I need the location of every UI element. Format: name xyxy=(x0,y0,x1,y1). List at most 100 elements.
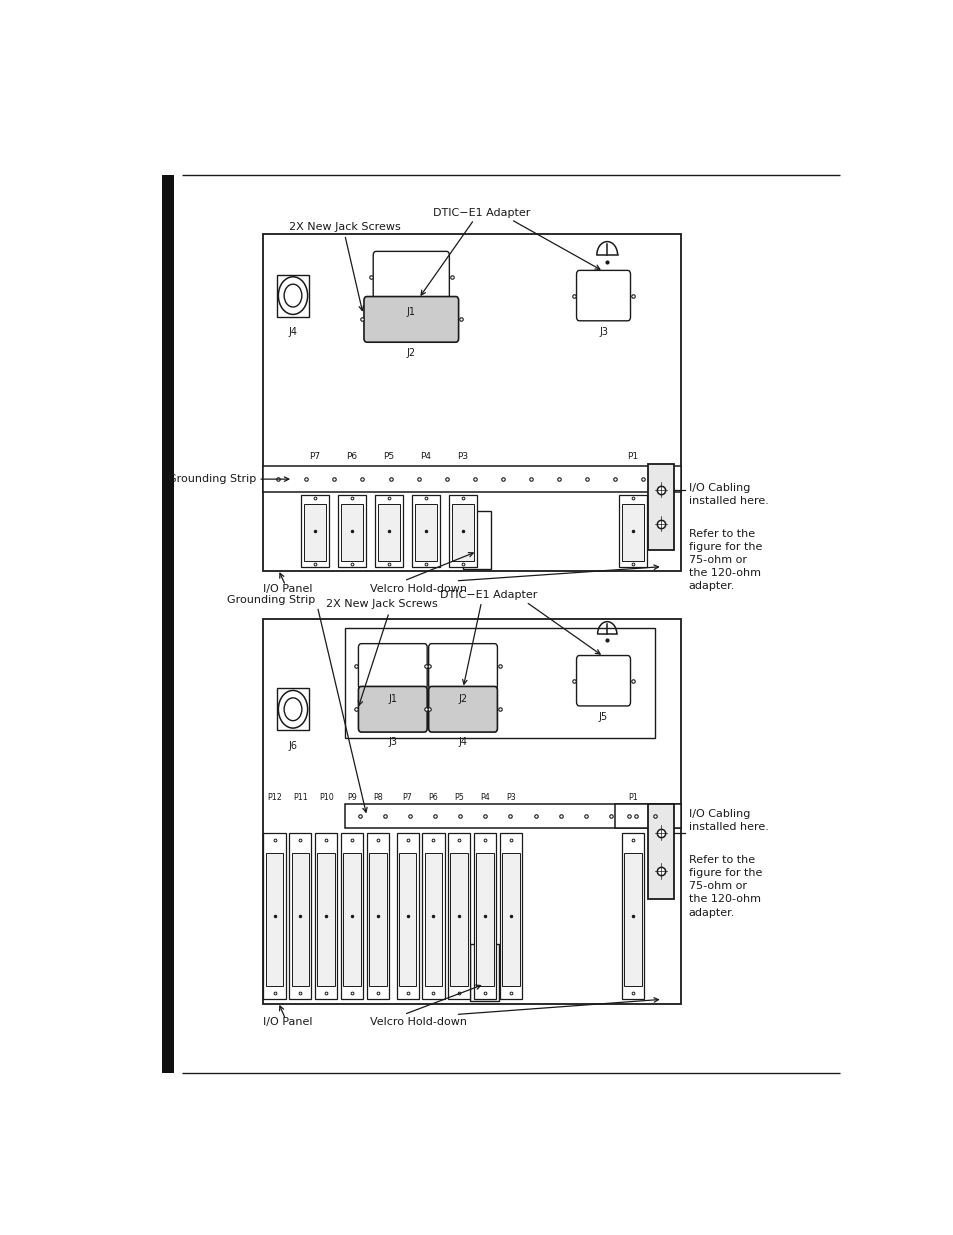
Text: I/O Cabling
installed here.: I/O Cabling installed here. xyxy=(688,809,767,832)
Bar xyxy=(499,832,521,999)
Text: P3: P3 xyxy=(506,793,516,802)
Bar xyxy=(304,504,326,561)
FancyBboxPatch shape xyxy=(373,252,449,301)
Circle shape xyxy=(278,690,307,729)
FancyBboxPatch shape xyxy=(576,656,630,706)
Bar xyxy=(263,619,680,1004)
Text: P12: P12 xyxy=(267,793,282,802)
Text: P1: P1 xyxy=(628,793,638,802)
Text: J2: J2 xyxy=(406,348,416,358)
Bar xyxy=(263,466,680,493)
Text: J5: J5 xyxy=(598,711,607,721)
Bar xyxy=(614,804,680,829)
Bar xyxy=(647,464,673,550)
Text: P7: P7 xyxy=(310,452,320,461)
FancyBboxPatch shape xyxy=(364,296,458,342)
Text: P9: P9 xyxy=(347,793,356,802)
Text: J4: J4 xyxy=(458,737,467,747)
Circle shape xyxy=(284,284,301,308)
Bar xyxy=(618,495,646,567)
Text: Grounding Strip: Grounding Strip xyxy=(227,595,314,605)
Text: P4: P4 xyxy=(480,793,490,802)
Bar xyxy=(422,832,444,999)
Text: P7: P7 xyxy=(402,793,412,802)
Text: P5: P5 xyxy=(383,452,395,461)
Bar xyxy=(344,804,680,829)
Bar xyxy=(448,832,470,999)
Bar xyxy=(412,495,439,567)
Bar xyxy=(263,233,680,572)
Bar xyxy=(343,853,360,986)
Text: J2: J2 xyxy=(458,694,467,704)
Bar xyxy=(301,495,329,567)
Bar xyxy=(337,495,366,567)
Bar xyxy=(647,804,673,899)
Text: Refer to the
figure for the
75-ohm or
the 120-ohm
adapter.: Refer to the figure for the 75-ohm or th… xyxy=(688,855,761,918)
Bar xyxy=(341,832,363,999)
Bar xyxy=(424,853,442,986)
Text: P5: P5 xyxy=(454,793,464,802)
Bar xyxy=(263,832,285,999)
Bar xyxy=(398,853,416,986)
Text: J6: J6 xyxy=(288,741,297,751)
Bar xyxy=(470,944,498,1002)
Bar xyxy=(276,688,309,730)
Text: Grounding Strip: Grounding Strip xyxy=(168,474,255,484)
Bar xyxy=(375,495,403,567)
Text: P6: P6 xyxy=(346,452,357,461)
Bar xyxy=(452,504,474,561)
Bar xyxy=(501,853,519,986)
Bar xyxy=(621,832,643,999)
Bar xyxy=(621,504,643,561)
Text: P6: P6 xyxy=(428,793,437,802)
Bar xyxy=(415,504,436,561)
Text: P11: P11 xyxy=(293,793,308,802)
Circle shape xyxy=(278,277,307,315)
Bar xyxy=(367,832,389,999)
Bar xyxy=(344,629,655,737)
Text: 2X New Jack Screws: 2X New Jack Screws xyxy=(289,222,400,232)
Bar xyxy=(396,832,418,999)
Bar xyxy=(314,832,337,999)
Bar xyxy=(276,274,309,316)
Text: J4: J4 xyxy=(288,327,297,337)
FancyBboxPatch shape xyxy=(358,643,427,689)
Bar xyxy=(449,495,476,567)
Text: P10: P10 xyxy=(318,793,334,802)
Text: P1: P1 xyxy=(627,452,638,461)
Text: DTIC−E1 Adapter: DTIC−E1 Adapter xyxy=(433,207,530,217)
Text: I/O Cabling
installed here.: I/O Cabling installed here. xyxy=(688,483,767,506)
Bar xyxy=(623,853,641,986)
FancyBboxPatch shape xyxy=(428,687,497,732)
Text: Refer to the
figure for the
75-ohm or
the 120-ohm
adapter.: Refer to the figure for the 75-ohm or th… xyxy=(688,529,761,592)
Text: J1: J1 xyxy=(406,308,416,317)
Bar xyxy=(317,853,335,986)
Text: DTIC−E1 Adapter: DTIC−E1 Adapter xyxy=(439,590,537,600)
Bar xyxy=(462,511,491,568)
Bar xyxy=(292,853,309,986)
Bar xyxy=(450,853,468,986)
Text: P4: P4 xyxy=(420,452,431,461)
Text: P3: P3 xyxy=(457,452,468,461)
Text: Velcro Hold-down: Velcro Hold-down xyxy=(370,1018,467,1028)
Text: I/O Panel: I/O Panel xyxy=(263,584,313,594)
Bar xyxy=(369,853,387,986)
Text: P8: P8 xyxy=(373,793,382,802)
Text: J3: J3 xyxy=(388,737,396,747)
Text: I/O Panel: I/O Panel xyxy=(263,1018,313,1028)
Text: 2X New Jack Screws: 2X New Jack Screws xyxy=(326,599,437,609)
Text: J1: J1 xyxy=(388,694,396,704)
Bar xyxy=(377,504,400,561)
FancyBboxPatch shape xyxy=(358,687,427,732)
Circle shape xyxy=(284,698,301,721)
FancyBboxPatch shape xyxy=(576,270,630,321)
Bar xyxy=(162,175,173,1072)
Bar xyxy=(474,832,496,999)
Text: J3: J3 xyxy=(598,326,607,336)
Bar xyxy=(340,504,363,561)
Bar xyxy=(265,853,283,986)
Bar xyxy=(476,853,494,986)
Text: Velcro Hold-down: Velcro Hold-down xyxy=(370,584,467,594)
Bar xyxy=(289,832,311,999)
FancyBboxPatch shape xyxy=(428,643,497,689)
